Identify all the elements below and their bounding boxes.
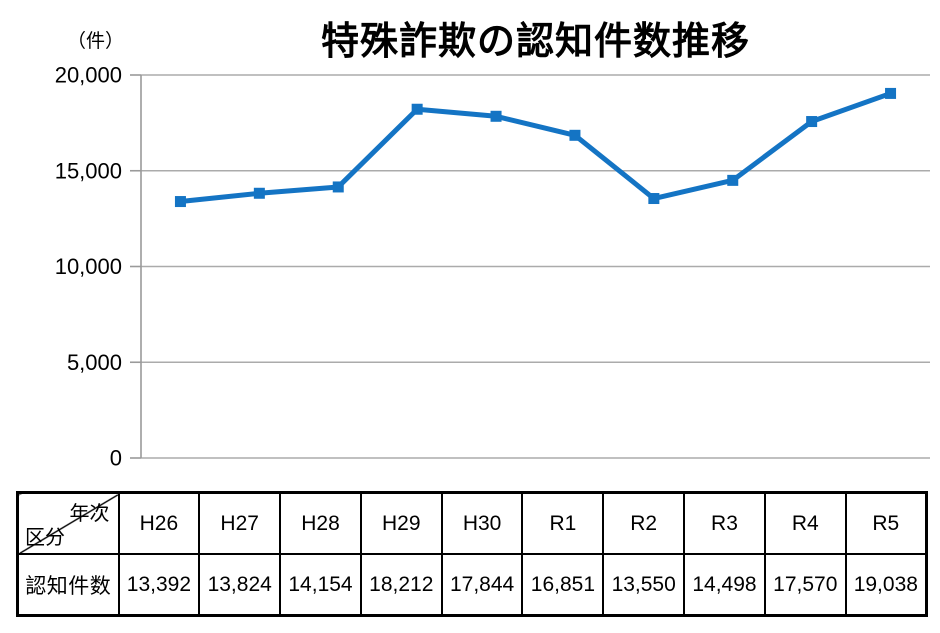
y-tick-label: 5,000 [67,350,122,375]
table-col-header-R2: R2 [602,491,686,555]
table-col-header-H28: H28 [279,491,362,555]
table-col-header-R4: R4 [763,491,847,555]
data-point-marker-H28 [332,181,344,193]
y-tick-label: 0 [110,446,122,471]
table-cell-value-R3: 14,498 [683,553,766,617]
line-chart-plot: 0 5,000 10,000 15,000 20,000 [55,63,930,471]
chart-title: 特殊詐欺の認知件数推移 [320,21,750,63]
data-point-marker-R1 [569,129,581,141]
table-cell-value-H30: 17,844 [440,553,524,617]
corner-year-label: 年次 [69,503,110,525]
table-cell-value-R1: 16,851 [521,553,605,617]
table-col-header-H26: H26 [117,491,201,555]
table-cell-value-R5: 19,038 [844,553,928,617]
table-col-header-R5: R5 [844,491,928,555]
y-tick-label: 10,000 [55,254,122,279]
data-point-marker-H27 [253,187,265,199]
table-col-header-H29: H29 [359,491,443,555]
table-col-header-R1: R1 [521,491,605,555]
y-tick-label: 15,000 [55,158,122,183]
table-cell-value-R4: 17,570 [763,553,847,617]
table-cell-value-H27: 13,824 [198,553,282,617]
table-cell-value-H29: 18,212 [359,553,443,617]
data-table: 年次 区分 H26 H27 H28 H29 H30 R1 R2 R3 R4 R5 認知件数 13,… [16,491,928,617]
y-axis-unit-label: （件） [66,31,124,52]
table-data-row: 認知件数 13,392 13,824 14,154 18,212 17,844 16,85… [16,553,928,617]
table-cell-value-H28: 14,154 [279,553,362,617]
data-point-marker-H26 [174,196,186,208]
data-point-marker-R5 [885,87,897,99]
series-line [177,90,894,205]
table-col-header-H30: H30 [440,491,524,555]
data-point-marker-H30 [490,110,502,122]
corner-category-label: 区分 [25,527,65,549]
table-col-header-R3: R3 [683,491,766,555]
y-tick-label: 20,000 [55,63,122,88]
table-cell-value-H26: 13,392 [117,553,201,617]
data-point-marker-R4 [806,116,818,128]
row-label-cell: 認知件数 [16,553,120,617]
data-point-marker-R3 [727,174,739,186]
table-corner-cell: 年次 区分 [16,491,120,555]
table-header-row: 年次 区分 H26 H27 H28 H29 H30 R1 R2 R3 R4 R5 [16,491,928,555]
data-point-marker-R2 [648,193,660,205]
table-col-header-H27: H27 [198,491,282,555]
data-point-marker-H29 [411,103,423,115]
table-cell-value-R2: 13,550 [602,553,686,617]
